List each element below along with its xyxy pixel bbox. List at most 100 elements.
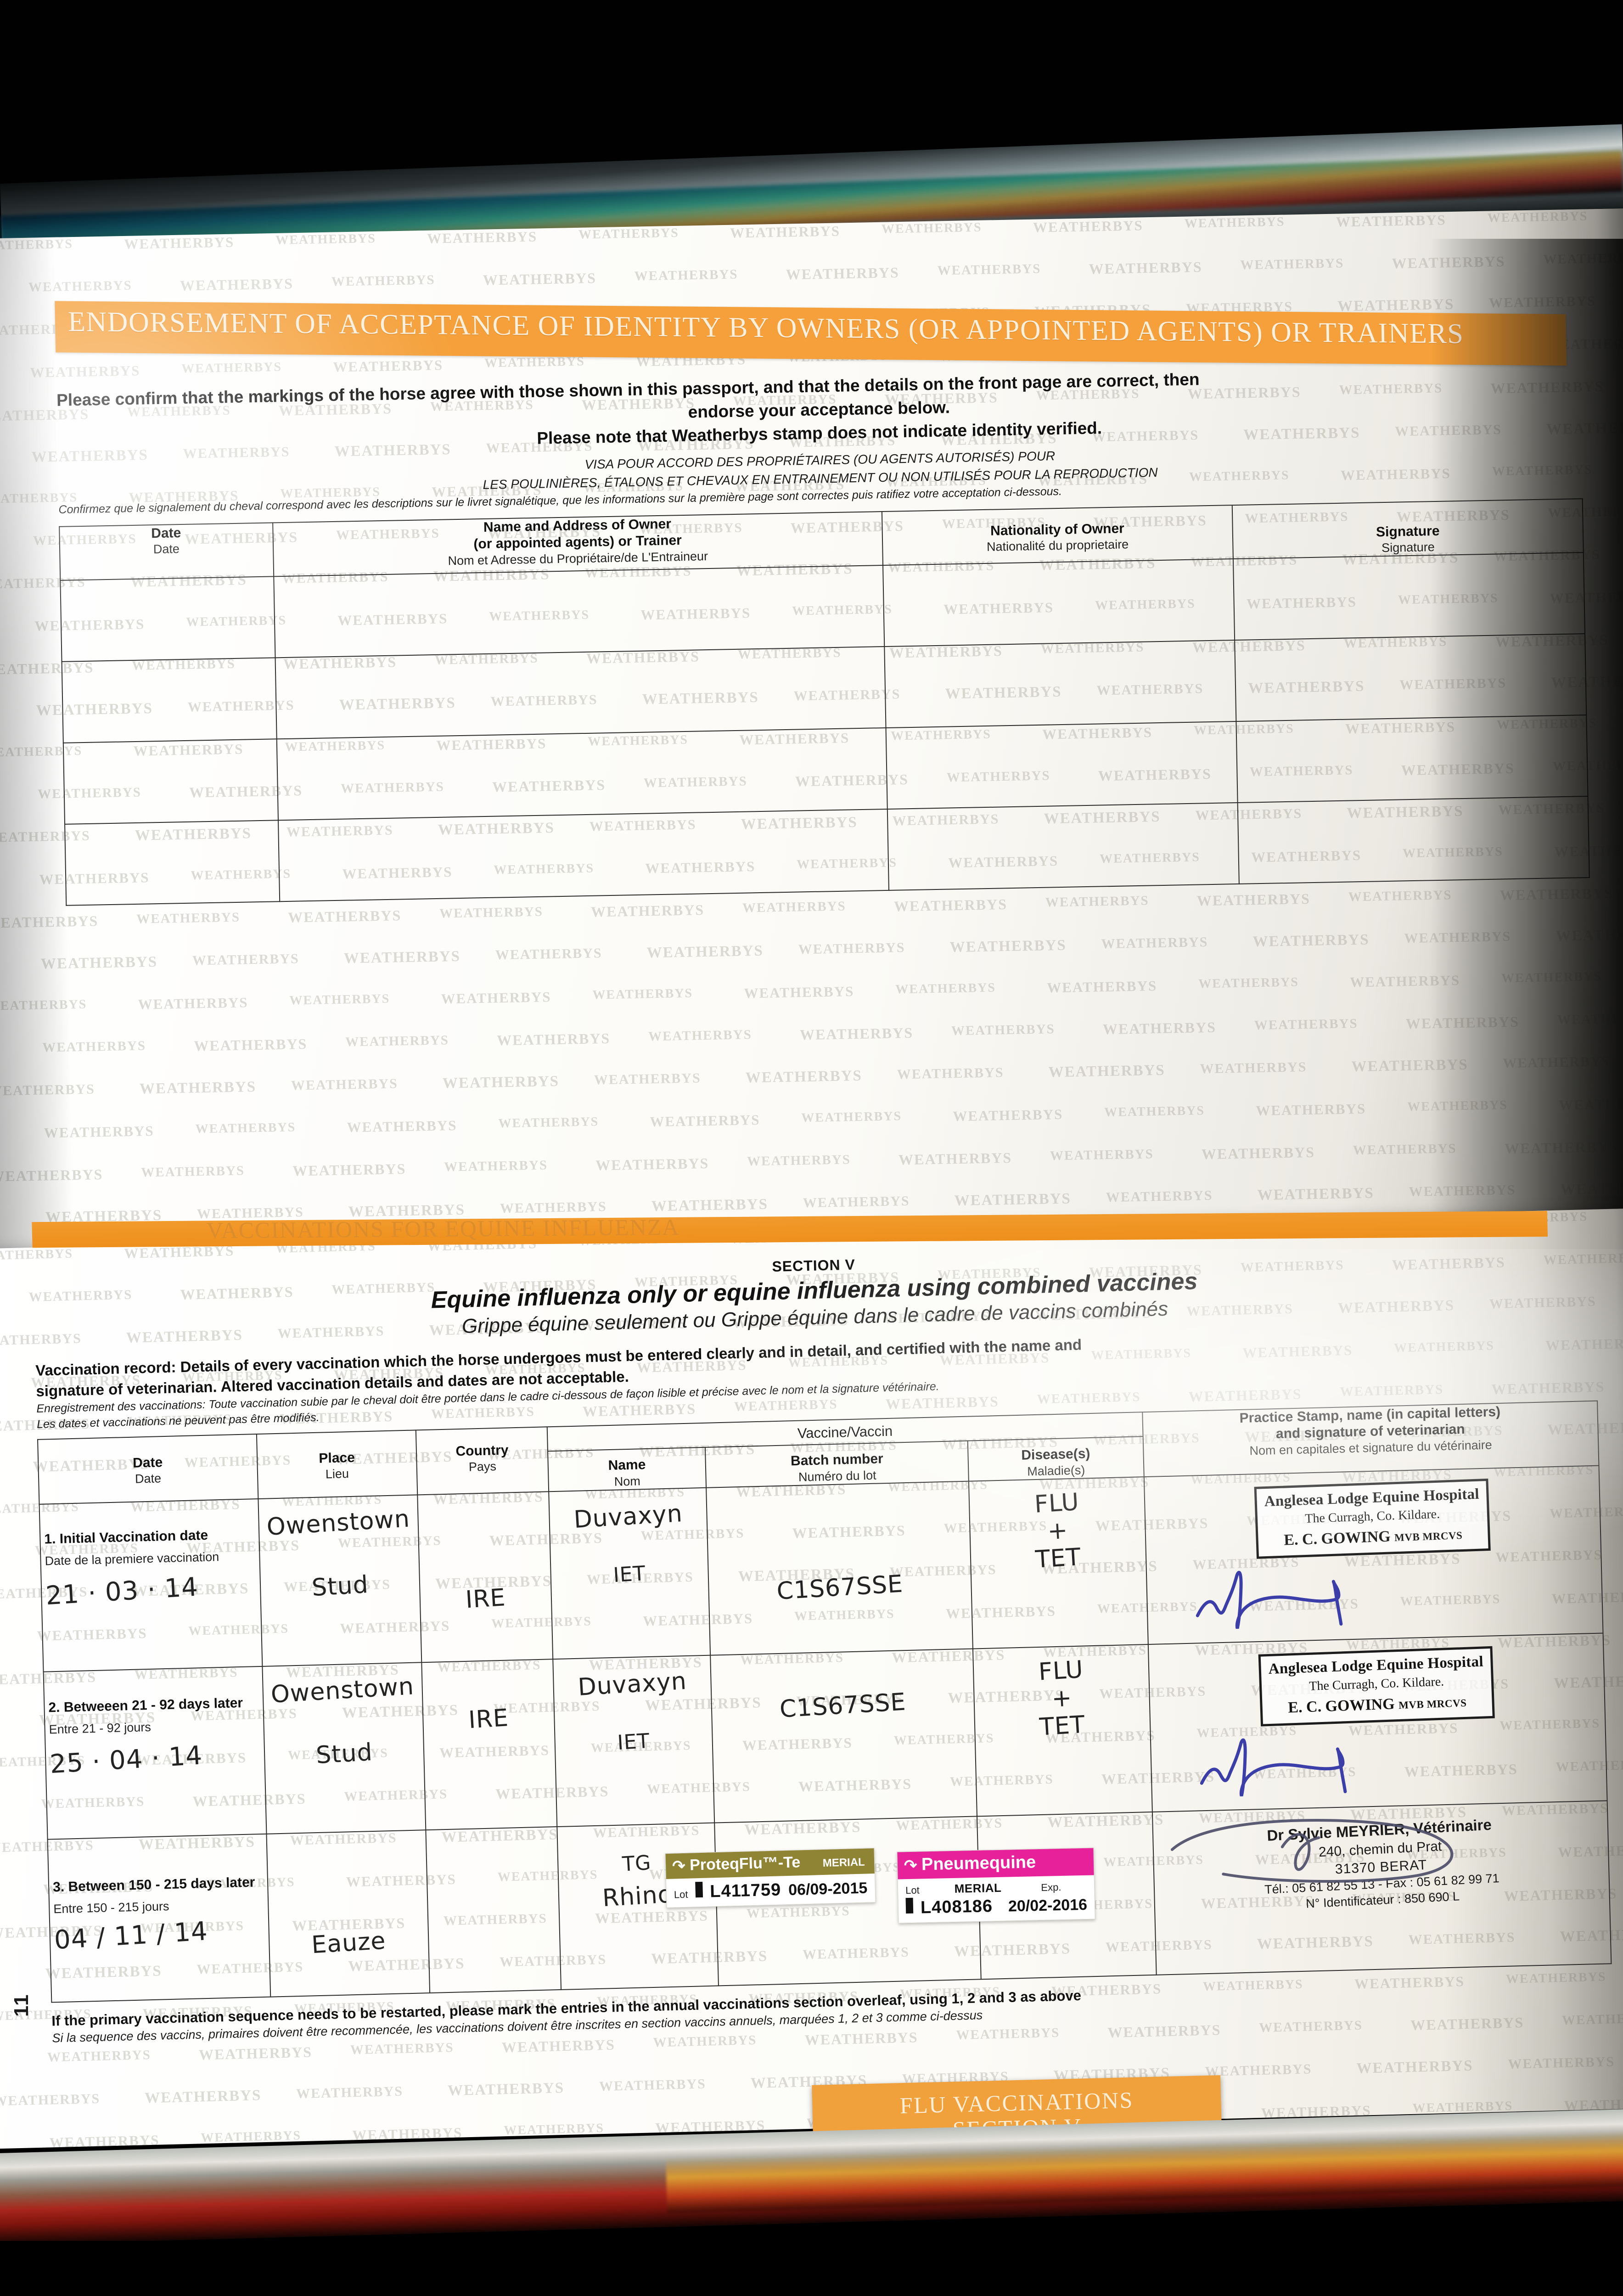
header-cell-practice-stamp: Practice Stamp, name (in capital letters… — [1142, 1401, 1599, 1477]
header-cell-nationality: Nationality of Owner Nationalité du prop… — [882, 505, 1233, 566]
row2-cell-stamp[interactable]: Anglesea Lodge Equine Hospital The Curra… — [1148, 1633, 1607, 1812]
row1-batch: C1S67SSE — [776, 1570, 904, 1606]
row2-label-en: 2. Betweeen 21 - 92 days later — [48, 1695, 243, 1716]
row3-vaccine-2: Rhino — [601, 1880, 674, 1913]
barcode-icon — [695, 1881, 703, 1898]
row3-cell-country[interactable] — [426, 1827, 562, 1993]
row-cell-nationality[interactable] — [886, 721, 1238, 810]
row1-country: IRE — [465, 1584, 507, 1614]
row2-vaccine-1: Duvaxyn — [577, 1667, 688, 1701]
sticker-arrow-icon: ↷ — [904, 1857, 917, 1874]
row2-disease-2: + — [1050, 1684, 1073, 1713]
row1-cell-disease[interactable]: FLU + TET — [969, 1477, 1148, 1649]
vaccine-sticker-proteqflu[interactable]: ↷ ProteqFlu™-Te MERIAL Lot L411759 06/09… — [665, 1848, 876, 1908]
header-cell-date: Date Date — [38, 1434, 258, 1504]
row3-place-1: Eauze — [311, 1927, 387, 1959]
row1-cell-stamp[interactable]: Anglesea Lodge Equine Hospital The Curra… — [1144, 1465, 1603, 1644]
row1-place-1: Owenstown — [266, 1505, 411, 1541]
vet-signature-blue — [1192, 1565, 1451, 1632]
row3-cell-place[interactable]: Eauze — [266, 1830, 430, 1997]
header-cell-country: Country Pays — [416, 1426, 549, 1495]
sticker-lot-label-proteqflu: Lot — [674, 1888, 688, 1901]
endorsement-banner-title: ENDORSEMENT OF ACCEPTANCE OF IDENTITY BY… — [67, 306, 1464, 350]
row2-cell-vaccine-name[interactable]: Duvaxyn IET — [553, 1655, 715, 1827]
row1-stamp-line3-suffix: MVB MRCVS — [1394, 1529, 1463, 1544]
barcode-icon — [905, 1897, 914, 1914]
row1-cell-vaccine-name[interactable]: Duvaxyn IET — [549, 1487, 711, 1660]
background-dark-bottom — [0, 2241, 1623, 2296]
row1-cell-date[interactable]: 1. Initial Vaccination date Date de la p… — [39, 1498, 263, 1672]
row-cell-signature[interactable] — [1236, 715, 1588, 803]
header-cell-vaccine-name: Name Nom — [548, 1447, 707, 1492]
row2-batch: C1S67SSE — [779, 1688, 907, 1723]
practice-stamp-anglesea: Anglesea Lodge Equine Hospital The Curra… — [1258, 1646, 1495, 1727]
row-cell-signature[interactable] — [1234, 634, 1587, 722]
row2-label-fr: Entre 21 - 92 jours — [49, 1720, 152, 1736]
sticker-name-pneumequine: Pneumequine — [921, 1852, 1036, 1874]
row2-place-2: Stud — [315, 1738, 373, 1770]
row-cell-owner[interactable] — [278, 809, 889, 902]
row1-cell-country[interactable]: IRE — [417, 1491, 553, 1663]
row2-disease-1: FLU — [1038, 1655, 1084, 1686]
endorsement-intro: Please confirm that the markings of the … — [56, 360, 1583, 518]
row1-disease-1: FLU — [1033, 1488, 1080, 1519]
practice-stamp-anglesea: Anglesea Lodge Equine Hospital The Curra… — [1254, 1478, 1491, 1559]
row1-cell-place[interactable]: Owenstown Stud — [258, 1495, 422, 1666]
row1-cell-batch[interactable]: C1S67SSE — [706, 1481, 973, 1655]
row1-vaccine-2: IET — [612, 1561, 647, 1587]
row-cell-owner[interactable] — [275, 647, 886, 739]
sticker-header-pneumequine: ↷ Pneumequine — [897, 1848, 1094, 1880]
row-cell-nationality[interactable] — [887, 803, 1239, 891]
row2-cell-country[interactable]: IRE — [421, 1659, 557, 1830]
row3-date-value: 04 / 11 / 14 — [53, 1916, 209, 1956]
header-cell-date: Date Date — [59, 523, 274, 581]
row1-place-2: Stud — [311, 1570, 369, 1602]
row-cell-date[interactable] — [62, 658, 277, 743]
row3-cell-date[interactable]: 3. Between 150 - 215 days later Entre 15… — [47, 1834, 270, 2003]
row1-disease-3: TET — [1034, 1543, 1082, 1574]
row2-date-value: 25 · 04 · 14 — [49, 1740, 203, 1780]
header-cell-disease: Disease(s) Maladie(s) — [967, 1436, 1144, 1481]
practice-stamp-meyrier: Dr Sylvie MEYRIER, Vétérinaire 240, chem… — [1262, 1815, 1501, 1914]
header-date-fr: Date — [153, 542, 180, 557]
row-cell-owner[interactable] — [276, 728, 887, 821]
row-cell-owner[interactable] — [273, 565, 884, 658]
row2-place-1: Owenstown — [270, 1672, 415, 1709]
sticker-lot-pneumequine: L408186 — [920, 1896, 993, 1918]
row-cell-signature[interactable] — [1237, 796, 1589, 884]
sticker-name-proteqflu: ProteqFlu™-Te — [689, 1853, 801, 1874]
sticker-lot-label-pneumequine: Lot — [905, 1884, 920, 1896]
row2-country: IRE — [468, 1704, 510, 1734]
row2-disease-3: TET — [1039, 1711, 1086, 1741]
row2-cell-batch[interactable]: C1S67SSE — [710, 1649, 977, 1823]
row-cell-date[interactable] — [63, 739, 278, 824]
sticker-body-pneumequine: ↷ Pneumequine Lot MERIAL Exp. L408186 20… — [897, 1847, 1095, 1924]
row-cell-date[interactable] — [60, 576, 275, 662]
header-cell-batch: Batch number Numéro du lot — [705, 1441, 969, 1488]
row3-label-en: 3. Between 150 - 215 days later — [52, 1874, 255, 1895]
row1-label-en: 1. Initial Vaccination date — [44, 1527, 208, 1547]
row1-vaccine-1: Duvaxyn — [573, 1499, 684, 1534]
vh-country-fr: Pays — [468, 1459, 497, 1474]
row2-cell-place[interactable]: Owenstown Stud — [262, 1662, 426, 1834]
row2-vaccine-2: IET — [617, 1729, 651, 1755]
page-number: 11 — [10, 1993, 33, 2017]
row3-cell-stamp[interactable]: Dr Sylvie MEYRIER, Vétérinaire 240, chem… — [1152, 1801, 1612, 1975]
row-cell-nationality[interactable] — [882, 559, 1235, 647]
row2-cell-disease[interactable]: FLU + TET — [973, 1644, 1152, 1817]
sticker-brand-pneumequine: MERIAL — [954, 1880, 1002, 1896]
row-cell-date[interactable] — [65, 820, 280, 906]
sticker-arrow-icon: ↷ — [672, 1857, 686, 1875]
header-cell-signature: Signature Signature — [1232, 498, 1584, 559]
row2-cell-date[interactable]: 2. Betweeen 21 - 92 days later Entre 21 … — [43, 1666, 267, 1840]
sticker-lot-line-pneumequine: L408186 20/02-2016 — [899, 1894, 1095, 1923]
row-cell-nationality[interactable] — [884, 640, 1236, 728]
sticker-lot-proteqflu: L411759 — [709, 1880, 781, 1902]
vaccine-sticker-pneumequine[interactable]: ↷ Pneumequine Lot MERIAL Exp. L408186 20… — [897, 1847, 1095, 1924]
sticker-date-proteqflu: 06/09-2015 — [788, 1879, 868, 1899]
vaccination-table: Date Date Place Lieu Country Pays Vaccin… — [37, 1400, 1612, 2003]
row1-disease-2: + — [1046, 1516, 1069, 1546]
vet-signature-blue — [1196, 1733, 1455, 1799]
row-cell-signature[interactable] — [1233, 552, 1585, 641]
